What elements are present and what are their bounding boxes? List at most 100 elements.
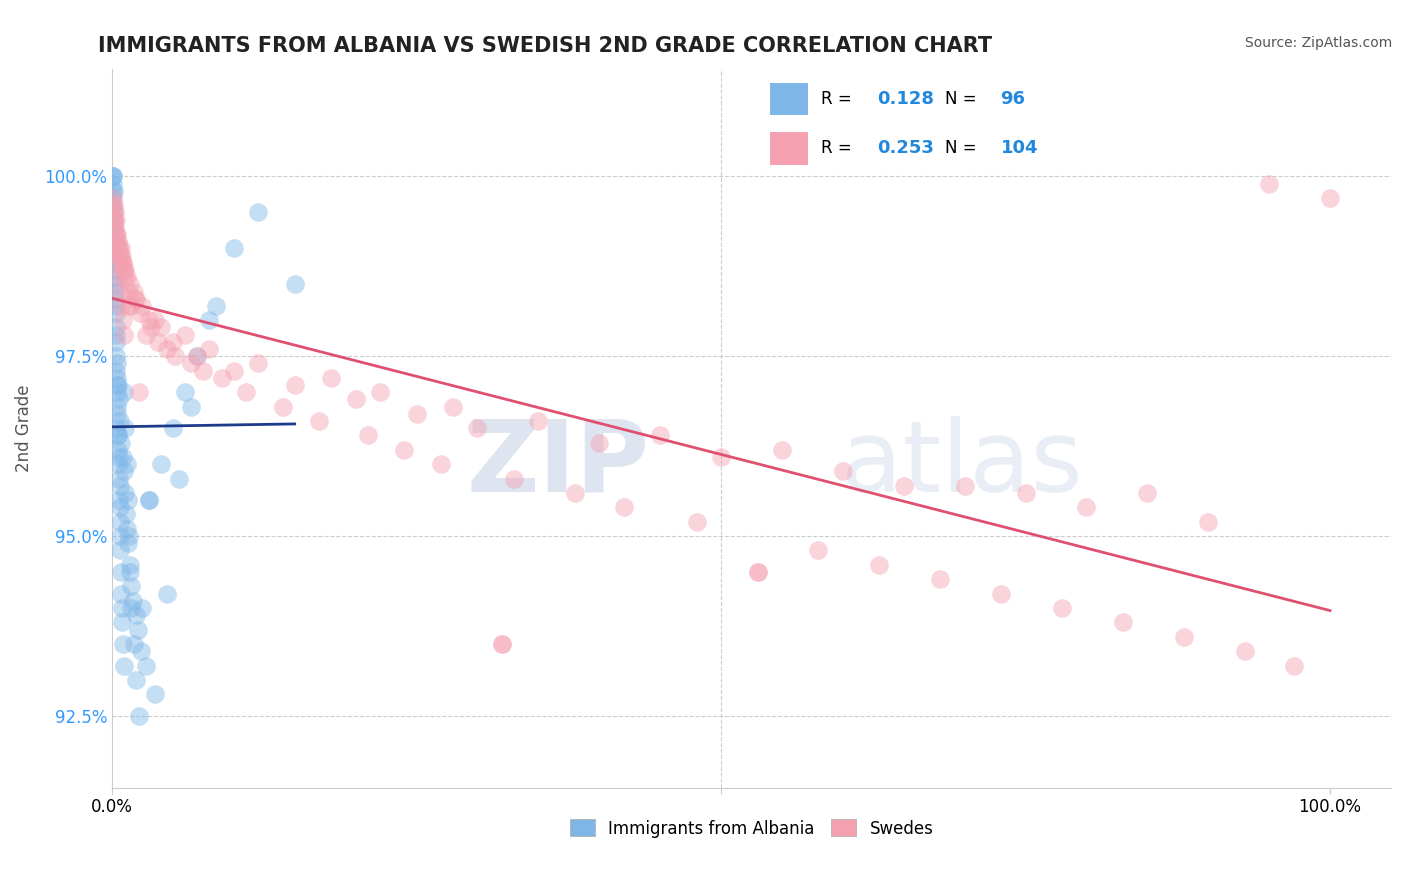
- Point: [467, 421, 489, 435]
- Point: [105, 227, 128, 241]
- Point: [104, 270, 127, 285]
- Point: [1258, 177, 1281, 191]
- Point: [893, 479, 915, 493]
- Point: [122, 637, 145, 651]
- Point: [108, 500, 131, 515]
- Point: [103, 212, 125, 227]
- Point: [107, 234, 129, 248]
- Point: [114, 486, 136, 500]
- Point: [122, 285, 145, 299]
- Point: [121, 299, 143, 313]
- Point: [204, 299, 226, 313]
- Point: [103, 184, 125, 198]
- Y-axis label: 2nd Grade: 2nd Grade: [15, 384, 32, 472]
- Point: [1014, 486, 1036, 500]
- Point: [235, 385, 257, 400]
- Text: IMMIGRANTS FROM ALBANIA VS SWEDISH 2ND GRADE CORRELATION CHART: IMMIGRANTS FROM ALBANIA VS SWEDISH 2ND G…: [98, 36, 993, 55]
- Point: [101, 169, 124, 184]
- Point: [104, 248, 127, 262]
- Point: [121, 601, 143, 615]
- Point: [491, 637, 513, 651]
- Point: [110, 565, 132, 579]
- Point: [747, 565, 769, 579]
- Point: [162, 421, 184, 435]
- Point: [101, 177, 124, 191]
- Text: 0.128: 0.128: [877, 90, 934, 108]
- Point: [284, 378, 307, 392]
- Bar: [769, 82, 808, 116]
- Point: [110, 414, 132, 428]
- Text: N =: N =: [945, 139, 981, 157]
- Point: [105, 371, 128, 385]
- Point: [107, 234, 129, 248]
- Point: [125, 673, 148, 687]
- Point: [368, 385, 391, 400]
- Point: [125, 608, 148, 623]
- Point: [108, 450, 131, 464]
- Point: [115, 270, 138, 285]
- Point: [105, 378, 128, 392]
- Point: [117, 493, 139, 508]
- Point: [710, 450, 733, 464]
- Point: [111, 313, 134, 327]
- Point: [104, 227, 127, 241]
- Point: [114, 421, 136, 435]
- Point: [107, 421, 129, 435]
- Point: [108, 270, 131, 285]
- Point: [104, 292, 127, 306]
- Point: [103, 205, 125, 219]
- Point: [108, 248, 131, 262]
- Point: [149, 457, 172, 471]
- Point: [112, 327, 135, 342]
- Point: [441, 400, 464, 414]
- Point: [105, 385, 128, 400]
- Point: [685, 515, 707, 529]
- Point: [117, 285, 139, 299]
- Text: R =: R =: [821, 90, 858, 108]
- Point: [101, 169, 124, 184]
- Point: [104, 299, 127, 313]
- Point: [111, 248, 134, 262]
- Point: [143, 313, 166, 327]
- Point: [186, 349, 208, 363]
- Point: [747, 565, 769, 579]
- Text: 96: 96: [1001, 90, 1025, 108]
- Point: [104, 263, 127, 277]
- Point: [122, 594, 145, 608]
- Text: 104: 104: [1001, 139, 1038, 157]
- Point: [103, 191, 125, 205]
- Point: [103, 169, 125, 184]
- Point: [156, 342, 179, 356]
- Point: [111, 256, 134, 270]
- Point: [831, 464, 853, 478]
- Point: [405, 407, 427, 421]
- Point: [193, 364, 215, 378]
- Point: [129, 644, 152, 658]
- Point: [127, 623, 149, 637]
- Point: [103, 212, 125, 227]
- Point: [110, 285, 132, 299]
- Text: Source: ZipAtlas.com: Source: ZipAtlas.com: [1244, 36, 1392, 50]
- Text: atlas: atlas: [841, 416, 1083, 513]
- Point: [115, 522, 138, 536]
- Point: [105, 400, 128, 414]
- Point: [124, 292, 146, 306]
- Point: [108, 493, 131, 508]
- Point: [120, 579, 142, 593]
- Point: [308, 414, 330, 428]
- Point: [120, 277, 142, 292]
- Point: [247, 205, 270, 219]
- Point: [120, 565, 142, 579]
- Point: [180, 356, 202, 370]
- Point: [222, 364, 245, 378]
- Point: [1319, 191, 1341, 205]
- Point: [1136, 486, 1159, 500]
- Point: [104, 306, 127, 320]
- Point: [198, 313, 221, 327]
- Point: [149, 320, 172, 334]
- Point: [108, 529, 131, 543]
- Point: [105, 334, 128, 349]
- Point: [108, 515, 131, 529]
- Point: [148, 334, 170, 349]
- Text: N =: N =: [945, 90, 981, 108]
